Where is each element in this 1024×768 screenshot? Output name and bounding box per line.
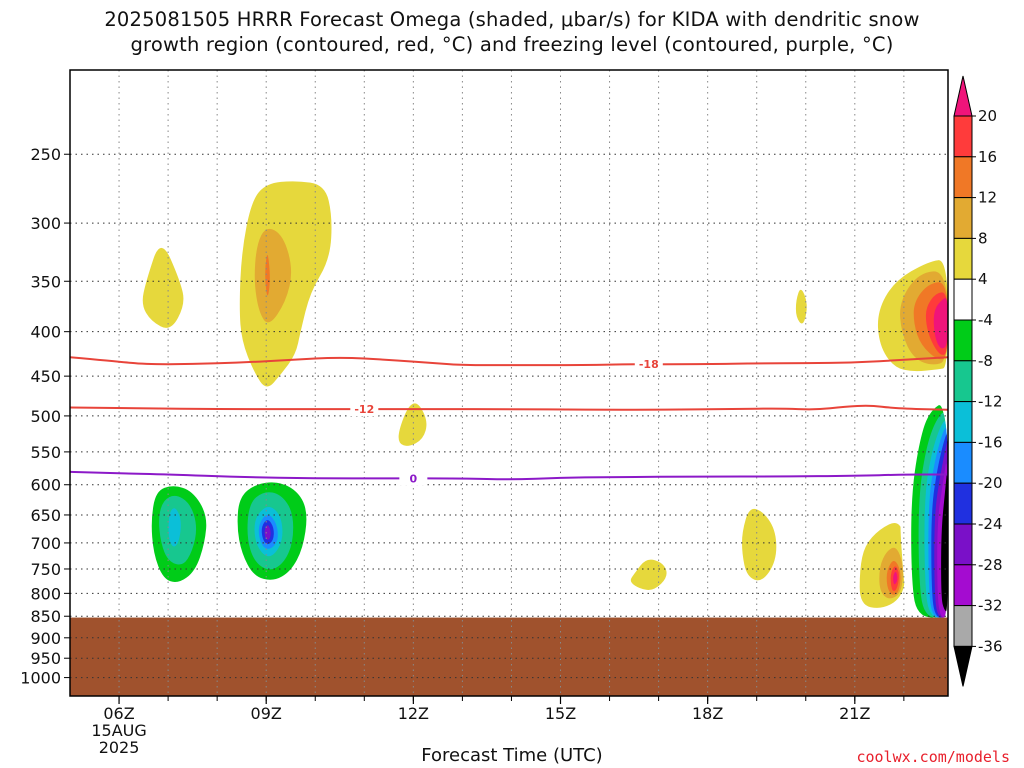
colorbar-box-5 — [953, 319, 973, 362]
x-tick-label-12Z: 12Z — [398, 704, 429, 723]
x-tick-sublabel-0: 15AUG — [91, 721, 146, 740]
omega-region-33 — [697, 557, 720, 602]
plot-background — [70, 70, 948, 696]
contour-label-0: 0 — [410, 472, 418, 485]
y-tick-label-700: 700 — [30, 534, 61, 553]
omega-region-18 — [504, 131, 519, 169]
omega-region-35 — [831, 402, 886, 480]
y-tick-label-750: 750 — [30, 560, 61, 579]
omega-region-17 — [893, 571, 898, 585]
x-tick-label-18Z: 18Z — [692, 704, 723, 723]
y-tick-label-900: 900 — [30, 629, 61, 648]
credit-text: coolwx.com/models — [856, 748, 1010, 766]
y-tick-label-800: 800 — [30, 584, 61, 603]
contour-label-bg--12 — [350, 402, 379, 417]
x-tick-label-09Z: 09Z — [251, 704, 282, 723]
omega-region-2 — [254, 228, 292, 323]
y-tick-label-850: 850 — [30, 607, 61, 626]
colorbar-box-4 — [953, 278, 973, 321]
colorbar-box-11 — [953, 564, 973, 607]
y-tick-label-350: 350 — [30, 272, 61, 291]
contour-line-0 — [70, 470, 948, 481]
x-tick-label-06Z: 06Z — [103, 704, 134, 723]
contour-label-bg-0 — [399, 471, 428, 486]
colorbar-label--36: -36 — [978, 637, 1003, 655]
colorbar-box-12 — [953, 605, 973, 647]
y-tick-label-400: 400 — [30, 323, 61, 342]
colorbar-box-7 — [953, 401, 973, 443]
omega-region-30 — [418, 462, 559, 590]
colorbar-bottom-arrow — [953, 645, 973, 687]
chart-title-line-2: growth region (contoured, red, °C) and f… — [130, 33, 894, 56]
contour-line--12 — [70, 404, 948, 411]
y-tick-label-600: 600 — [30, 476, 61, 495]
omega-region-7 — [795, 289, 807, 324]
plot-frame — [69, 69, 949, 697]
colorbar-label--32: -32 — [978, 597, 1003, 615]
y-tick-label-650: 650 — [30, 506, 61, 525]
omega-region-19 — [358, 170, 371, 240]
omega-region-0 — [142, 247, 184, 328]
colorbar-label--8: -8 — [978, 352, 993, 370]
contour-label--12: -12 — [354, 403, 374, 416]
contour-label-bg--18 — [634, 357, 663, 372]
x-tick-label-15Z: 15Z — [545, 704, 576, 723]
y-tick-label-1000: 1000 — [20, 669, 61, 688]
y-tick-label-950: 950 — [30, 649, 61, 668]
y-tick-label-550: 550 — [30, 443, 61, 462]
colorbar-label-4: 4 — [978, 270, 988, 288]
x-axis-label: Forecast Time (UTC) — [421, 745, 603, 766]
colorbar-box-10 — [953, 523, 973, 566]
y-tick-label-250: 250 — [30, 145, 61, 164]
colorbar-label-8: 8 — [978, 229, 988, 247]
omega-region-29 — [264, 525, 271, 540]
colorbar-label--24: -24 — [978, 515, 1003, 533]
colorbar-label--16: -16 — [978, 433, 1003, 451]
y-tick-label-300: 300 — [30, 214, 61, 233]
colorbar-top-arrow — [953, 75, 973, 117]
colorbar-label--28: -28 — [978, 556, 1003, 574]
contour-label--18: -18 — [639, 358, 659, 371]
colorbar-box-9 — [953, 482, 973, 525]
omega-region-12 — [933, 298, 948, 349]
colorbar-box-1 — [953, 156, 973, 199]
omega-region-5 — [630, 559, 667, 590]
colorbar-box-2 — [953, 197, 973, 239]
colorbar-box-0 — [953, 115, 973, 158]
x-tick-sublabel-1: 2025 — [99, 738, 140, 757]
colorbar-label--12: -12 — [978, 393, 1003, 411]
chart-title-line-1: 2025081505 HRRR Forecast Omega (shaded, … — [104, 8, 920, 31]
omega-region-6 — [742, 508, 777, 581]
colorbar-box-3 — [953, 237, 973, 280]
x-tick-label-21Z: 21Z — [839, 704, 870, 723]
terrain-ground — [70, 617, 948, 696]
colorbar-label--20: -20 — [978, 474, 1003, 492]
contour-line--18 — [70, 356, 948, 367]
y-tick-label-450: 450 — [30, 367, 61, 386]
omega-region-4 — [398, 403, 427, 446]
colorbar-label-12: 12 — [978, 189, 997, 207]
colorbar-label-16: 16 — [978, 148, 997, 166]
omega-region-34 — [885, 70, 948, 179]
colorbar-label--4: -4 — [978, 311, 993, 329]
omega-region-23 — [168, 508, 181, 547]
colorbar-label-20: 20 — [978, 107, 997, 125]
colorbar-box-6 — [953, 360, 973, 403]
y-tick-label-500: 500 — [30, 407, 61, 426]
omega-region-31 — [454, 600, 512, 610]
colorbar-box-8 — [953, 441, 973, 484]
